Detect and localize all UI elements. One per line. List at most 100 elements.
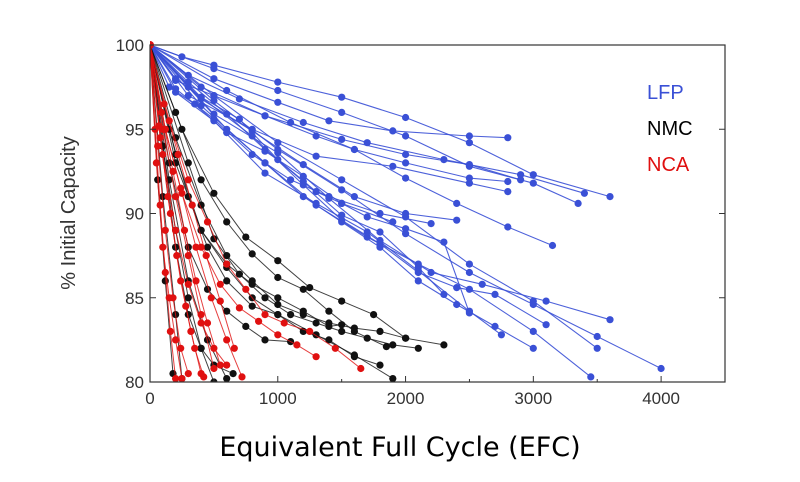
- data-point: [376, 361, 384, 369]
- data-point: [350, 324, 358, 332]
- series-line: [150, 44, 585, 194]
- data-point: [223, 336, 231, 344]
- series-nca-44: [150, 44, 224, 369]
- data-point: [174, 150, 182, 159]
- data-point: [402, 174, 410, 182]
- data-point: [299, 307, 307, 315]
- x-tick-label: 0: [145, 389, 154, 408]
- data-point: [223, 361, 231, 369]
- data-point: [465, 161, 473, 169]
- data-point: [261, 169, 269, 177]
- x-axis-label: Equivalent Full Cycle (EFC): [219, 432, 580, 463]
- data-point: [338, 327, 346, 335]
- data-point: [402, 230, 410, 238]
- data-point: [197, 93, 205, 101]
- data-point: [223, 375, 231, 382]
- data-point: [203, 319, 212, 327]
- data-point: [312, 199, 320, 207]
- data-point: [593, 332, 601, 341]
- data-point: [414, 277, 422, 285]
- data-point: [517, 176, 525, 184]
- data-point: [248, 302, 256, 310]
- data-point: [274, 139, 282, 147]
- data-point: [331, 344, 339, 352]
- data-point: [338, 186, 346, 194]
- data-point: [223, 86, 231, 95]
- data-point: [274, 257, 282, 265]
- data-point: [235, 95, 243, 103]
- data-point: [207, 294, 215, 302]
- data-point: [203, 243, 212, 251]
- data-point: [261, 294, 269, 302]
- data-point: [312, 319, 320, 327]
- data-point: [248, 280, 256, 288]
- data-point: [169, 167, 177, 175]
- data-point: [574, 199, 582, 207]
- x-tick-label: 1000: [259, 389, 297, 408]
- y-tick-label: 80: [125, 373, 144, 392]
- data-point: [165, 294, 173, 302]
- data-point: [497, 331, 505, 339]
- data-point: [200, 373, 208, 381]
- data-point: [593, 344, 601, 352]
- series-nca-42: [150, 44, 208, 381]
- data-point: [160, 100, 168, 108]
- data-point: [159, 243, 167, 251]
- data-point: [274, 311, 282, 319]
- data-point: [223, 277, 231, 285]
- data-point: [357, 364, 365, 373]
- data-point: [177, 277, 185, 285]
- data-point: [184, 78, 192, 86]
- data-point: [173, 252, 181, 260]
- data-point: [504, 188, 512, 196]
- series-lfp-2: [150, 44, 582, 207]
- data-point: [287, 118, 295, 127]
- data-point: [172, 336, 180, 344]
- data-point: [172, 75, 180, 83]
- data-point: [338, 321, 346, 329]
- data-point: [453, 199, 461, 207]
- data-point: [504, 177, 512, 186]
- data-point: [325, 336, 333, 344]
- data-point: [389, 162, 397, 170]
- data-point: [184, 294, 192, 302]
- data-point: [529, 171, 537, 179]
- data-point: [402, 113, 410, 122]
- data-point: [197, 319, 205, 327]
- data-point: [325, 307, 333, 315]
- data-point: [504, 134, 512, 142]
- data-point: [465, 139, 473, 147]
- data-point: [580, 189, 589, 197]
- data-point: [299, 172, 307, 180]
- data-point: [350, 145, 358, 154]
- data-point: [177, 344, 185, 352]
- data-point: [184, 83, 192, 91]
- x-tick-label: 3000: [514, 389, 552, 408]
- data-point: [180, 226, 189, 234]
- series-line: [150, 44, 444, 346]
- data-point: [504, 223, 512, 231]
- data-point: [529, 344, 537, 352]
- data-point: [529, 300, 537, 309]
- legend-nmc: NMC: [647, 118, 693, 140]
- data-point: [338, 297, 346, 305]
- data-point: [165, 83, 173, 91]
- data-point: [338, 176, 346, 184]
- data-point: [210, 189, 218, 197]
- data-point: [216, 297, 224, 305]
- data-point: [465, 179, 473, 187]
- data-point: [325, 322, 333, 330]
- legend: LFP NMC NCA: [647, 82, 693, 176]
- data-point: [338, 93, 346, 101]
- data-point: [261, 336, 269, 344]
- data-point: [238, 373, 246, 381]
- data-point: [465, 132, 473, 140]
- data-point: [606, 316, 614, 324]
- data-point: [223, 129, 231, 137]
- data-point: [376, 209, 384, 218]
- series-lfp-19: [150, 44, 397, 226]
- data-point: [157, 108, 166, 116]
- data-point: [606, 193, 614, 201]
- series-line: [150, 44, 553, 247]
- y-axis-label: % Initial Capacity: [58, 136, 80, 289]
